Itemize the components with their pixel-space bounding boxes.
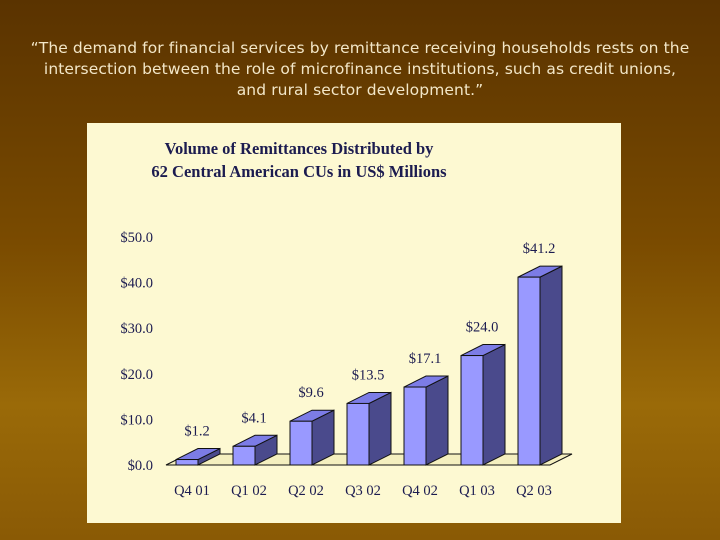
bar [517, 265, 563, 466]
y-tick-label: $40.0 [120, 276, 153, 292]
bar-front-face [289, 420, 313, 466]
chart-panel: Volume of Remittances Distributed by 62 … [87, 123, 621, 523]
x-tick-label: Q1 02 [231, 483, 267, 499]
data-label: $17.1 [409, 351, 442, 367]
bar [232, 434, 278, 466]
y-axis-tick-labels: $0.0 $10.0 $20.0 $30.0 $40.0 $50.0 [120, 230, 153, 474]
bar-chart: Volume of Remittances Distributed by 62 … [120, 139, 573, 499]
chart-title-line1: Volume of Remittances Distributed by [165, 139, 435, 158]
bar [175, 447, 221, 466]
chart-data-labels: $1.2 $4.1 $9.6 $13.5 $17.1 $24.0 $41.2 [184, 241, 555, 439]
bar [403, 375, 449, 466]
data-label: $41.2 [523, 241, 556, 257]
bar-side-face [368, 391, 392, 466]
x-tick-label: Q4 02 [402, 483, 438, 499]
data-label: $9.6 [298, 385, 323, 401]
y-tick-label: $30.0 [120, 321, 153, 337]
bar-side-face [482, 343, 506, 466]
bar-front-face [517, 276, 541, 466]
y-tick-label: $50.0 [120, 230, 153, 246]
x-tick-label: Q4 01 [174, 483, 210, 499]
bar [346, 391, 392, 466]
quote-text: “The demand for financial services by re… [30, 39, 690, 99]
x-tick-label: Q3 02 [345, 483, 381, 499]
bar-side-face [539, 265, 563, 466]
bar-front-face [460, 355, 484, 466]
x-axis-tick-labels: Q4 01 Q1 02 Q2 02 Q3 02 Q4 02 Q1 03 Q2 03 [174, 483, 552, 499]
y-tick-label: $0.0 [128, 458, 153, 474]
x-tick-label: Q2 03 [516, 483, 552, 499]
bar [289, 409, 335, 466]
bar-front-face [403, 386, 427, 466]
x-tick-label: Q1 03 [459, 483, 495, 499]
data-label: $24.0 [466, 320, 499, 336]
bar-front-face [232, 445, 256, 466]
chart-bars [175, 265, 563, 466]
chart-title-line2: 62 Central American CUs in US$ Millions [151, 162, 447, 181]
data-label: $1.2 [184, 424, 209, 440]
data-label: $13.5 [352, 367, 385, 383]
bar-side-face [425, 375, 449, 466]
x-tick-label: Q2 02 [288, 483, 324, 499]
y-tick-label: $20.0 [120, 367, 153, 383]
bar [460, 343, 506, 466]
y-tick-label: $10.0 [120, 412, 153, 428]
data-label: $4.1 [241, 410, 266, 426]
bar-front-face [346, 402, 370, 466]
bar-front-face [175, 459, 199, 466]
